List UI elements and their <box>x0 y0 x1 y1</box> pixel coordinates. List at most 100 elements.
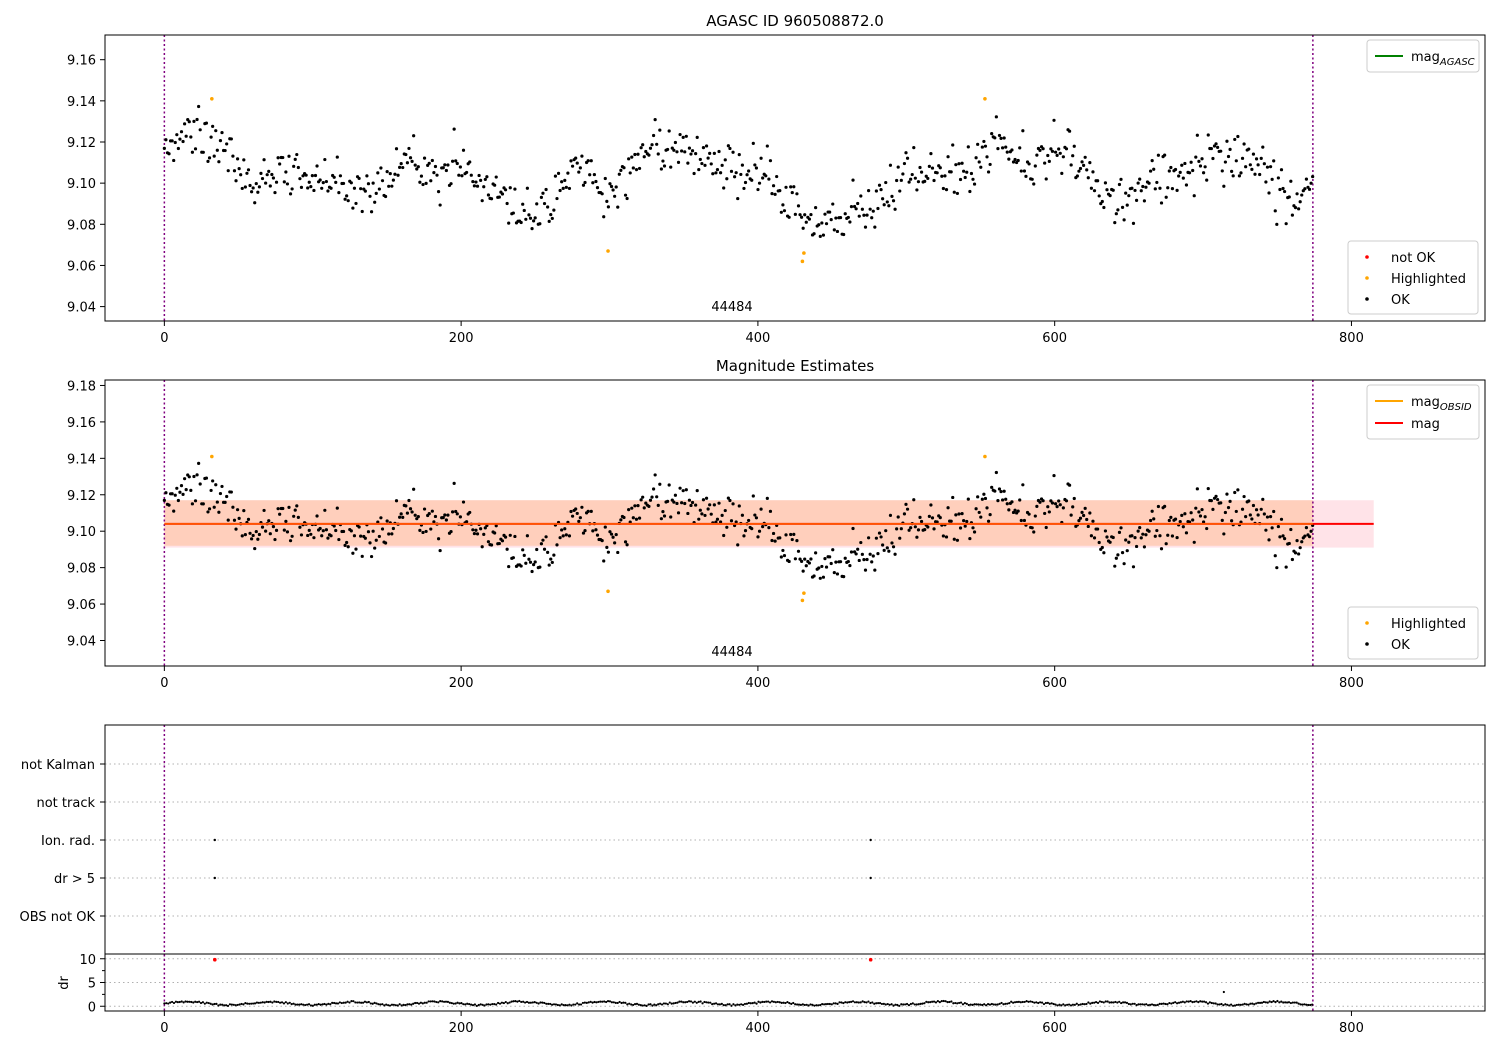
dr-point <box>475 1004 478 1007</box>
flag-label-3: dr > 5 <box>54 872 95 887</box>
magnitude-ok-point <box>181 492 185 496</box>
magnitude-ok-point <box>179 484 184 488</box>
dr-point <box>657 1003 660 1006</box>
magnitude-ok-point <box>854 552 858 556</box>
dr-point <box>1291 1001 1294 1004</box>
agasc-ok-point <box>1083 155 1087 159</box>
magnitude-ok-point <box>207 507 212 511</box>
agasc-ok-point <box>983 144 988 148</box>
magnitude-ok-point <box>1071 505 1075 509</box>
magnitude-ok-point <box>1275 566 1279 570</box>
dr-point <box>674 1001 677 1005</box>
dr-point <box>990 1002 994 1006</box>
agasc-ok-point <box>636 152 640 156</box>
magnitude-ok-point <box>413 513 417 517</box>
agasc-ok-point <box>623 193 628 197</box>
agasc-ok-point <box>765 144 769 148</box>
dr-point <box>1054 1003 1057 1006</box>
agasc-ok-point <box>1167 169 1171 173</box>
dr-point <box>286 1002 289 1005</box>
magnitude-ok-point <box>1159 547 1164 551</box>
magnitude-ok-point <box>996 499 1000 503</box>
dr-point <box>585 1001 588 1005</box>
magnitude-ok-point <box>307 528 311 532</box>
dr-point <box>1037 1001 1040 1005</box>
magnitude-ok-point <box>1293 551 1298 555</box>
agasc-ok-point <box>1211 156 1215 161</box>
agasc-ok-point <box>218 139 223 143</box>
agasc-ok-point <box>712 151 716 155</box>
agasc-ok-point <box>969 171 974 176</box>
dr-point <box>1052 1002 1055 1006</box>
agasc-ok-point <box>369 210 374 214</box>
agasc-ok-point <box>588 173 592 177</box>
dr-point <box>234 1004 237 1007</box>
magnitude-ok-point <box>919 519 924 524</box>
agasc-ok-point <box>698 157 702 162</box>
magnitude-ok-point <box>863 568 868 572</box>
agasc-ok-point <box>360 209 364 214</box>
agasc-ok-point <box>1242 142 1246 146</box>
agasc-ok-point <box>935 171 939 175</box>
agasc-ok-point <box>1149 169 1153 173</box>
agasc-ok-point <box>687 146 692 150</box>
magnitude-ok-point <box>315 514 319 518</box>
agasc-ok-point <box>1138 177 1142 181</box>
agasc-ok-point <box>706 156 710 160</box>
magnitude-ok-point <box>1194 506 1198 510</box>
magnitude-ok-point <box>1209 498 1213 503</box>
agasc-ok-point <box>575 161 579 165</box>
agasc-ok-point <box>1139 189 1143 193</box>
magnitude-xtick-label-400: 400 <box>745 676 770 691</box>
agasc-ok-point <box>997 133 1002 138</box>
agasc-ok-point <box>204 121 209 125</box>
agasc-xtick-label-200: 200 <box>449 331 474 346</box>
dr-point <box>1185 1000 1188 1003</box>
magnitude-ok-point <box>1163 504 1167 508</box>
magnitude-ok-point <box>807 561 811 565</box>
magnitude-ok-point <box>507 564 511 569</box>
agasc-ok-point <box>176 146 180 151</box>
agasc-ok-point <box>524 217 528 221</box>
agasc-ok-point <box>835 229 840 234</box>
dr-point <box>489 1003 492 1006</box>
magnitude-ok-point <box>1134 544 1139 549</box>
agasc-ok-point <box>627 157 631 161</box>
magnitude-ok-point <box>662 514 667 518</box>
dr-point <box>865 1001 868 1004</box>
agasc-ok-point <box>988 162 992 167</box>
dr-point <box>290 1003 293 1006</box>
dr-point <box>834 1002 837 1005</box>
magnitude-ok-point <box>1289 527 1293 532</box>
magnitude-ok-point <box>532 562 536 567</box>
agasc-ok-point <box>747 169 751 173</box>
magnitude-ok-point <box>658 482 662 486</box>
dr-point <box>1104 1000 1107 1003</box>
dr-point <box>817 1004 820 1007</box>
dr-point <box>394 1004 397 1007</box>
magnitude-ok-point <box>636 504 640 508</box>
dr-point <box>456 1001 459 1004</box>
magnitude-ok-point <box>204 476 209 480</box>
agasc-ok-point <box>1096 179 1100 183</box>
flag-label-0: not Kalman <box>21 758 95 773</box>
agasc-ok-point <box>1013 157 1017 162</box>
magnitude-ok-point <box>963 524 967 528</box>
magnitude-ok-point <box>630 506 634 510</box>
magnitude-ok-point <box>1018 498 1022 502</box>
agasc-ok-point <box>271 176 276 180</box>
agasc-ok-point <box>410 159 414 163</box>
magnitude-ok-point <box>1055 505 1059 509</box>
magnitude-ok-point <box>795 539 799 543</box>
dr-point <box>730 1004 733 1007</box>
dr-point <box>1160 1002 1163 1006</box>
magnitude-ok-point <box>250 537 254 541</box>
dr-point <box>1091 1001 1094 1004</box>
agasc-ok-point <box>546 205 550 209</box>
magnitude-ok-point <box>1287 541 1291 546</box>
agasc-ok-point <box>804 220 808 224</box>
agasc-ok-point <box>1191 168 1195 173</box>
magnitude-ok-point <box>1250 517 1254 521</box>
dr-point <box>350 1000 353 1003</box>
magnitude-ok-point <box>438 548 442 553</box>
